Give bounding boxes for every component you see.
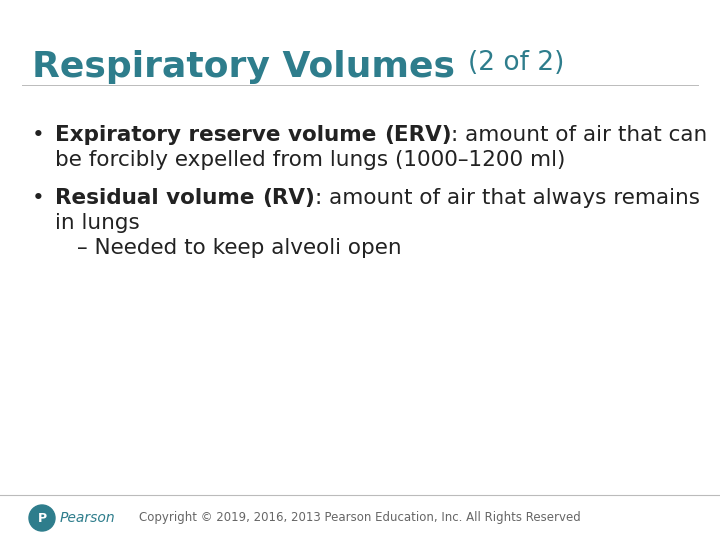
Text: (2 of 2): (2 of 2) <box>467 50 564 76</box>
Text: (ERV): (ERV) <box>384 125 451 145</box>
Text: P: P <box>37 511 47 524</box>
Text: Copyright © 2019, 2016, 2013 Pearson Education, Inc. All Rights Reserved: Copyright © 2019, 2016, 2013 Pearson Edu… <box>139 511 581 524</box>
Text: : amount of air that always remains: : amount of air that always remains <box>315 188 700 208</box>
Text: : amount of air that can: : amount of air that can <box>451 125 708 145</box>
Text: •: • <box>32 188 45 208</box>
Text: be forcibly expelled from lungs (1000–1200 ml): be forcibly expelled from lungs (1000–12… <box>55 150 565 170</box>
Text: Residual volume: Residual volume <box>55 188 262 208</box>
Circle shape <box>29 505 55 531</box>
Text: (RV): (RV) <box>262 188 315 208</box>
Text: Respiratory Volumes: Respiratory Volumes <box>32 50 467 84</box>
Text: Pearson: Pearson <box>60 511 116 525</box>
Text: in lungs: in lungs <box>55 213 140 233</box>
Text: Expiratory reserve volume: Expiratory reserve volume <box>55 125 384 145</box>
Text: – Needed to keep alveoli open: – Needed to keep alveoli open <box>77 238 402 258</box>
Text: •: • <box>32 125 45 145</box>
